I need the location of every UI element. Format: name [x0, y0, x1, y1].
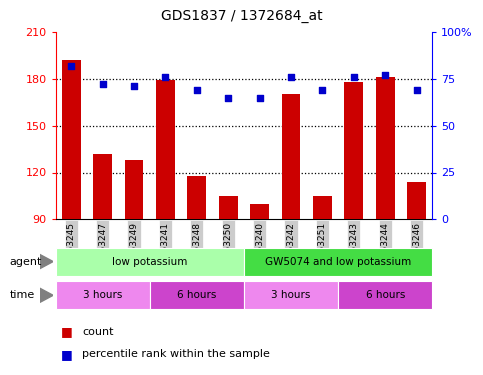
- Text: GW5074 and low potassium: GW5074 and low potassium: [265, 256, 411, 267]
- Text: agent: agent: [10, 256, 42, 267]
- Bar: [150, 281, 244, 309]
- Point: [382, 72, 389, 78]
- Text: percentile rank within the sample: percentile rank within the sample: [82, 350, 270, 359]
- Text: time: time: [10, 290, 35, 300]
- Point: [350, 74, 357, 80]
- Text: ■: ■: [60, 348, 72, 361]
- Text: GDS1837 / 1372684_at: GDS1837 / 1372684_at: [161, 9, 322, 23]
- Bar: [244, 248, 432, 276]
- Point: [193, 87, 201, 93]
- Bar: [125, 160, 143, 219]
- Bar: [338, 281, 432, 309]
- Bar: [62, 60, 81, 219]
- Bar: [56, 281, 150, 309]
- Text: low potassium: low potassium: [112, 256, 187, 267]
- Bar: [93, 154, 112, 219]
- Point: [68, 63, 75, 69]
- Polygon shape: [40, 288, 53, 303]
- Text: count: count: [82, 327, 114, 337]
- Bar: [156, 80, 175, 219]
- Bar: [376, 77, 395, 219]
- Point: [224, 94, 232, 100]
- Bar: [282, 94, 300, 219]
- Bar: [244, 281, 338, 309]
- Bar: [187, 176, 206, 219]
- Text: 3 hours: 3 hours: [271, 290, 311, 300]
- Point: [287, 74, 295, 80]
- Point: [412, 87, 420, 93]
- Bar: [407, 182, 426, 219]
- Text: 6 hours: 6 hours: [177, 290, 216, 300]
- Point: [256, 94, 264, 100]
- Text: ■: ■: [60, 326, 72, 338]
- Polygon shape: [40, 254, 53, 269]
- Point: [99, 81, 107, 87]
- Bar: [250, 204, 269, 219]
- Text: 6 hours: 6 hours: [366, 290, 405, 300]
- Point: [130, 83, 138, 89]
- Bar: [313, 196, 332, 219]
- Point: [161, 74, 170, 80]
- Text: 3 hours: 3 hours: [83, 290, 122, 300]
- Bar: [56, 248, 244, 276]
- Point: [319, 87, 327, 93]
- Bar: [344, 82, 363, 219]
- Bar: [219, 196, 238, 219]
